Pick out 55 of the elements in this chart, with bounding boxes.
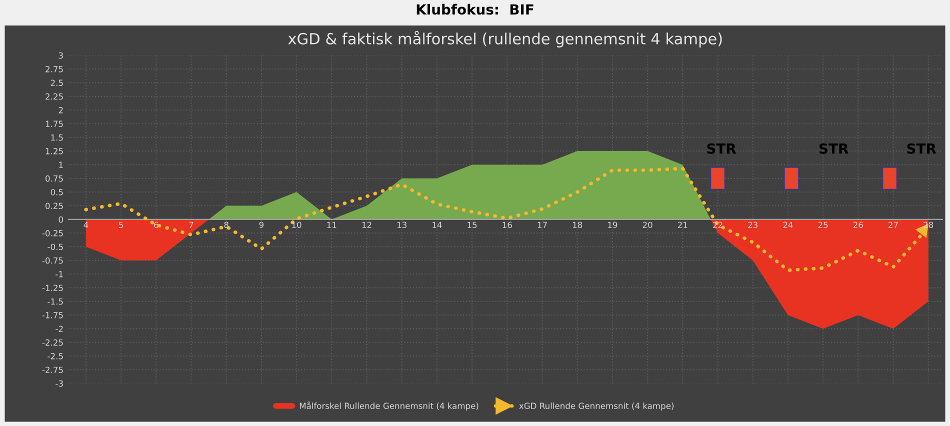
y-tick-label: 0.25 xyxy=(46,202,63,210)
y-tick-label: 2.25 xyxy=(46,93,63,100)
y-tick-label: 1.25 xyxy=(46,148,63,154)
x-tick-label: 12 xyxy=(362,222,372,228)
x-tick-label: 16 xyxy=(502,222,512,228)
y-tick-label: 2.5 xyxy=(50,80,63,86)
x-tick-label: 20 xyxy=(642,222,652,228)
annotation: STR xyxy=(820,143,848,154)
x-tick-label: 11 xyxy=(327,222,336,228)
y-tick-label: 1.5 xyxy=(51,134,63,141)
y-tick-label: 0 xyxy=(58,216,63,223)
x-tick-label: 10 xyxy=(292,222,302,228)
chart-title: xGD & faktisk målforskel (rullende gennemsnit 4 kampe) xyxy=(288,30,722,48)
y-tick-label: -0.75 xyxy=(42,257,63,264)
x-tick-label: 21 xyxy=(678,222,688,228)
x-tick-label: 14 xyxy=(432,222,442,228)
y-tick-label: -1.75 xyxy=(42,312,63,318)
x-tick-label: 15 xyxy=(468,222,477,228)
y-tick-label: 1.75 xyxy=(46,120,63,127)
x-tick-label: 26 xyxy=(853,222,863,228)
y-tick-label: 0.75 xyxy=(46,175,63,182)
x-tick-label: 23 xyxy=(748,222,758,228)
y-tick-label: -1.25 xyxy=(42,284,63,292)
annotation: STR xyxy=(707,143,736,154)
legend-label: Målforskel Rullende Gennemsnit (4 kampe) xyxy=(300,402,478,411)
x-tick-label: 8 xyxy=(224,222,228,228)
x-tick-label: 6 xyxy=(154,222,158,228)
x-tick-label: 18 xyxy=(572,222,582,228)
y-tick-label: -2.25 xyxy=(42,339,63,346)
y-tick-label: -2.5 xyxy=(48,353,63,360)
x-tick-label: 25 xyxy=(818,222,828,228)
y-tick-label: 3 xyxy=(58,52,63,59)
y-tick-label: 0.5 xyxy=(50,189,63,196)
y-tick-label: 1 xyxy=(59,162,63,168)
y-tick-label: -2 xyxy=(56,326,63,332)
y-tick-label: 2 xyxy=(58,107,63,114)
y-tick-label: -3 xyxy=(56,380,63,387)
x-tick-label: 28 xyxy=(924,222,934,228)
x-tick-label: 27 xyxy=(888,222,898,228)
x-tick-label: 13 xyxy=(397,222,406,228)
x-tick-label: 19 xyxy=(608,222,618,228)
x-tick-label: 7 xyxy=(189,222,194,228)
y-tick-label: -2.75 xyxy=(42,366,63,374)
y-tick-label: -1.5 xyxy=(48,298,63,305)
legend-label: xGD Rullende Gennemsnit (4 kampe) xyxy=(519,402,674,411)
y-tick-label: -0.5 xyxy=(48,244,63,250)
x-tick-label: 17 xyxy=(538,222,547,228)
x-tick-label: 9 xyxy=(259,222,264,228)
annotation: STR xyxy=(907,143,936,154)
y-tick-label: 2.75 xyxy=(46,66,63,72)
x-tick-label: 24 xyxy=(783,222,793,228)
y-tick-label: -0.25 xyxy=(42,230,63,236)
y-tick-label: -1 xyxy=(56,271,63,278)
chart-subtitle: Klubfokus: BIF xyxy=(416,4,534,15)
x-tick-label: 5 xyxy=(119,222,123,228)
